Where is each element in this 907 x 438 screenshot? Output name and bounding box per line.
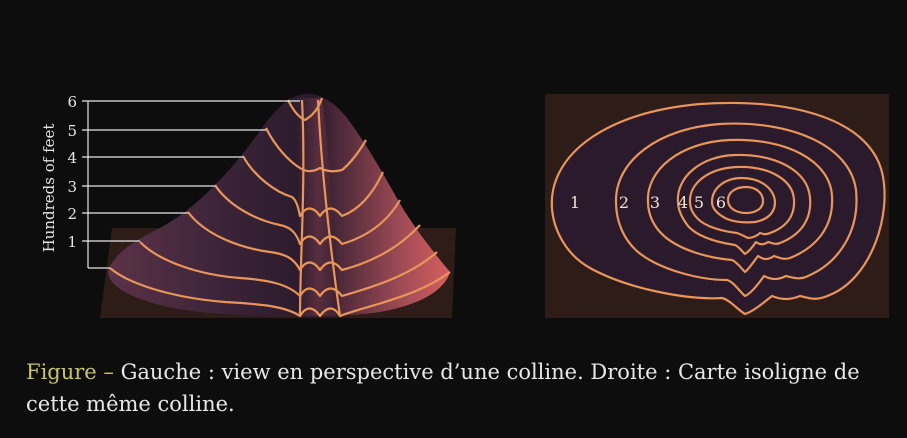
isoline-map-panel: 1 2 3 4 5 6: [545, 94, 889, 318]
hill-ridge-line-left: [298, 99, 305, 317]
tick-label-5: 5: [67, 122, 77, 140]
hill-contour-5: [242, 155, 384, 218]
contour-label-1: 1: [570, 193, 580, 212]
isoline-7: [726, 185, 765, 215]
tick-label-4: 4: [67, 149, 77, 167]
tick-label-2: 2: [67, 205, 77, 223]
perspective-hill-panel: 1 2 3 4 5 6 Hundreds of feet: [40, 93, 456, 318]
tick-label-6: 6: [67, 93, 77, 111]
contour-label-3: 3: [650, 193, 660, 212]
hill-contour-6: [265, 127, 367, 173]
y-axis-title: Hundreds of feet: [40, 124, 58, 253]
hill-ridge-line-right: [316, 99, 342, 317]
contour-label-5: 5: [694, 193, 704, 212]
caption-text: Gauche : view en perspective d’une colli…: [26, 360, 860, 416]
tick-label-1: 1: [67, 233, 77, 251]
tick-label-3: 3: [67, 178, 77, 196]
caption-label: Figure: [26, 360, 97, 384]
hill-surface: [108, 93, 450, 317]
hill-contour-3: [187, 211, 421, 272]
contour-label-2: 2: [619, 193, 629, 212]
hill-ridge: [295, 98, 340, 316]
caption-separator: –: [103, 360, 114, 384]
contour-label-6: 6: [716, 193, 726, 212]
hill-contour-1: [109, 267, 451, 318]
hill-contour-2: [139, 241, 438, 298]
hill-contour-4: [214, 184, 401, 246]
contour-label-4: 4: [678, 193, 688, 212]
figure-graphics: 1 2 3 4 5 6 Hundreds of feet 1 2: [40, 93, 889, 318]
figure-caption: Figure – Gauche : view en perspective d’…: [26, 356, 886, 420]
